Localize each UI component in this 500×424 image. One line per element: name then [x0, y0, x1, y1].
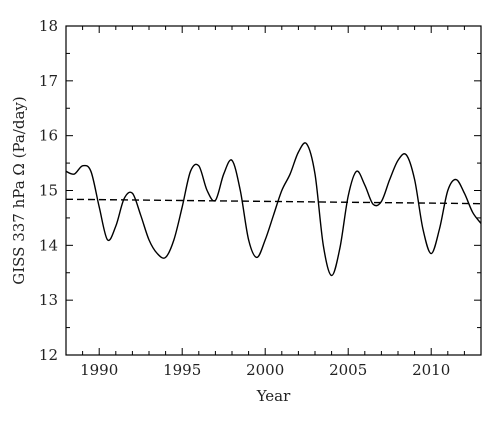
- omega-series-line: [65, 142, 482, 277]
- y-tick-label: 13: [39, 291, 58, 309]
- y-tick-label: 15: [39, 182, 58, 200]
- y-tick-label: 16: [39, 127, 58, 145]
- y-tick-label: 18: [39, 17, 58, 35]
- y-axis-title: GISS 337 hPa Ω (Pa/day): [10, 96, 28, 285]
- x-tick-label: 2000: [246, 361, 284, 379]
- y-tick-label: 17: [39, 72, 58, 90]
- x-tick-label: 1995: [163, 361, 201, 379]
- x-tick-label: 1990: [80, 361, 118, 379]
- x-axis-ticks: 1990 1995 2000 2005 2010: [65, 26, 482, 379]
- y-tick-label: 14: [39, 236, 58, 254]
- y-tick-label: 12: [39, 346, 58, 364]
- trend-line: [65, 198, 482, 205]
- x-axis-title: Year: [256, 387, 291, 405]
- series-layer: [65, 142, 482, 277]
- x-tick-label: 2005: [329, 361, 367, 379]
- plot-frame: [65, 25, 482, 356]
- x-tick-label: 2010: [412, 361, 450, 379]
- y-axis-ticks: 12 13 14 15 16 17 18: [39, 17, 481, 364]
